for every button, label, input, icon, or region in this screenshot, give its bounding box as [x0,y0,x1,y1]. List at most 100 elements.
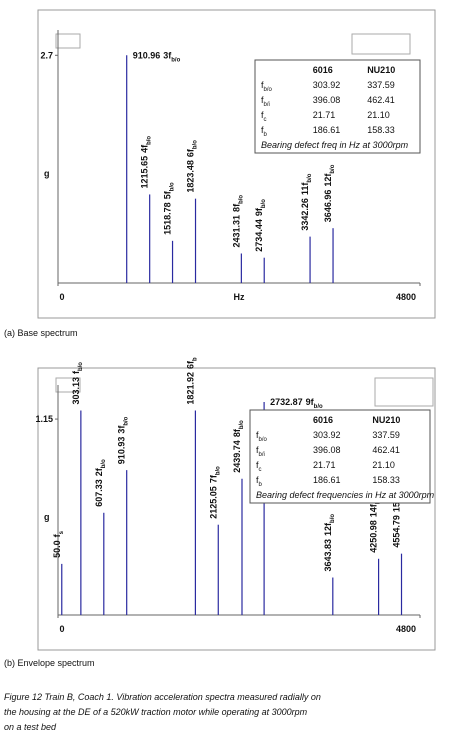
peak-label: 2431.31 8fb/o [231,195,244,248]
subscript: b/o [330,514,336,523]
peak-label: 910.96 3fb/o [133,50,181,63]
peak-order: f [52,533,62,537]
table-header: NU210 [367,65,395,75]
peak-order: f [71,370,81,374]
subscript: b/o [171,57,180,63]
info-box [55,377,81,393]
subscript: b/o [101,459,107,468]
symbol: f [261,95,264,105]
x-tick-label: 4800 [396,292,416,302]
table-row-label: fc [256,460,262,473]
peak-order: 15f [392,498,402,512]
peak-frequency: 2439.74 [232,440,242,473]
table-row-label: fb [261,125,268,138]
subscript: b/o [314,404,323,410]
panel-frame [37,9,436,319]
table-cell: 462.41 [367,95,395,105]
peak-frequency: 4554.79 [392,515,402,548]
peak-order: 4f [140,144,150,153]
peak-frequency: 1823.48 [186,160,196,193]
peak-label: 3342.26 11fb/o [300,173,313,230]
panel-caption: (b) Envelope spectrum [4,658,95,668]
table-cell: 337.59 [372,430,400,440]
peak-frequency: 4250.98 [369,520,379,553]
subscript: b [259,482,263,488]
table-frame [254,59,421,154]
table-cell: 21.71 [313,460,336,470]
peak-order: 8f [231,203,241,212]
peak-label: 1823.48 6fb/o [186,140,199,193]
table-note: Bearing defect freq in Hz at 3000rpm [261,140,409,150]
info-box [55,33,81,49]
peak-frequency: 3342.26 [300,198,310,231]
subscript: b/o [264,87,273,93]
subscript: c [259,467,262,473]
symbol: f [261,125,264,135]
x-tick-label: 0 [59,292,64,302]
peak-label: 2734.44 9fb/o [254,199,267,252]
symbol: f [261,80,264,90]
table-row-label: fb [256,475,263,488]
peak-frequency: 1215.65 [140,156,150,189]
peak-order: 14f [369,503,379,517]
table-row-label: fb/o [261,80,273,93]
table-cell: 186.61 [313,475,341,485]
subscript: b/o [170,182,176,191]
table-header: NU210 [372,415,400,425]
peak-frequency: 910.93 [117,437,127,465]
peak-label: 2732.87 9fb/o [270,397,323,410]
subscript: b/o [215,466,221,475]
peak-order: 8f [232,428,242,437]
symbol: f [256,460,259,470]
peak-frequency: 910.96 [133,50,161,60]
y-axis-label: g [44,169,50,179]
table-row-label: fc [261,110,267,123]
x-tick-label: 4800 [396,624,416,634]
peak-order: 9f [254,207,264,216]
table-cell: 303.92 [313,430,341,440]
peak-frequency: 607.33 [94,479,104,507]
peak-frequency: 2125.05 [208,486,218,519]
table-frame [249,409,431,504]
peak-frequency: 1821.92 [185,372,195,405]
peak-frequency: 3646.96 [323,190,333,223]
peak-order: 5f [163,190,173,199]
subscript: b/o [147,136,153,145]
table-cell: 396.08 [313,95,341,105]
table-note: Bearing defect frequencies in Hz at 3000… [256,490,435,500]
peak-frequency: 3643.83 [323,539,333,572]
peak-label: 607.33 2fb/o [94,459,107,507]
peak-frequency: 50.0 [52,540,62,558]
symbol: f [261,110,264,120]
table-cell: 158.33 [372,475,400,485]
peak-label: 303.13 fb/o [71,362,84,405]
peak-order: 9f [306,397,315,407]
table-cell: 396.08 [313,445,341,455]
subscript: b/o [193,140,199,149]
info-box [374,377,434,407]
subscript: b [264,132,268,138]
subscript: b/o [78,362,84,371]
x-axis-label: Hz [234,292,245,302]
x-tick-label: 0 [59,624,64,634]
subscript: b [192,357,198,361]
peak-label: 3646.96 12fb/o [323,164,336,222]
peak-label: 2439.74 8fb/o [232,420,245,473]
subscript: b/i [264,102,270,108]
table-cell: 21.10 [372,460,395,470]
peak-order: 3f [163,50,172,60]
subscript: b/o [261,199,267,208]
peak-frequency: 303.13 [71,377,81,405]
peak-label: 1215.65 4fb/o [140,136,153,189]
table-cell: 186.61 [313,125,341,135]
subscript: c [264,117,267,123]
figure-caption: on a test bed [4,722,57,732]
table-cell: 303.92 [313,80,341,90]
subscript: b/i [259,452,265,458]
symbol: f [256,445,259,455]
table-row-label: fb/i [256,445,265,458]
peak-order: 12f [323,522,333,536]
table-row-label: fb/o [256,430,268,443]
peak-order: 2f [94,467,104,476]
